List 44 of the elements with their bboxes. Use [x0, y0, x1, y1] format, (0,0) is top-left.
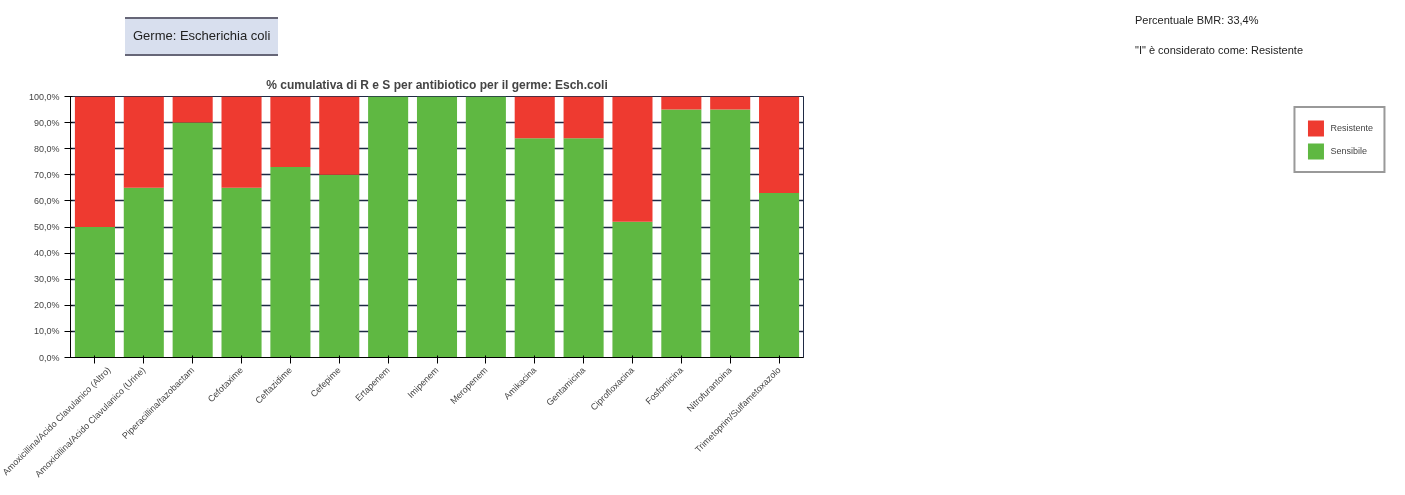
y-tick-label: 30,0%	[33, 274, 60, 285]
y-tick-label: 50,0%	[33, 222, 60, 232]
y-tick-label: 80,0%	[33, 143, 60, 154]
bar	[221, 187, 262, 358]
y-tick-label: 70,0%	[33, 169, 60, 180]
bar	[319, 174, 360, 358]
text: Germe: Escherichia coli	[125, 17, 279, 56]
y-tick-label: 40,0%	[33, 248, 60, 259]
y-tick-label: 20,0%	[33, 300, 60, 311]
bar	[221, 96, 262, 188]
bar	[612, 221, 653, 358]
y-tick-label: 0,0%	[38, 352, 60, 363]
legend-label: Resistente	[1330, 123, 1373, 133]
bar	[172, 122, 213, 358]
bar	[759, 193, 800, 358]
y-tick-label: 100,0%	[28, 91, 60, 102]
bar	[270, 166, 311, 358]
chart-title: % cumulativa di R e S per antibiotico per il germe: Esch.coli	[266, 77, 608, 92]
bar	[759, 96, 800, 194]
y-tick-label: 90,0%	[33, 117, 60, 128]
bar	[123, 187, 164, 358]
bar	[172, 96, 213, 123]
bar	[661, 96, 702, 110]
bar	[319, 96, 360, 175]
bar	[74, 227, 115, 358]
bar	[563, 138, 604, 358]
bar	[74, 96, 115, 227]
bar	[661, 109, 702, 358]
bar	[123, 96, 164, 188]
bar	[563, 96, 604, 139]
y-tick-label: 60,0%	[33, 195, 60, 206]
bar	[514, 96, 555, 139]
legend-label: Sensibile	[1330, 146, 1367, 156]
bar	[612, 96, 653, 222]
bar	[465, 96, 506, 358]
bar	[514, 138, 555, 358]
bar	[368, 96, 409, 358]
bar	[416, 96, 458, 358]
text: "I" è considerato come: Resistente	[1135, 42, 1304, 58]
text: Percentuale BMR: 33,4%	[1135, 13, 1260, 28]
y-tick-label: 10,0%	[33, 326, 60, 337]
bar	[270, 96, 311, 167]
bar	[710, 96, 751, 110]
bar	[710, 109, 751, 358]
